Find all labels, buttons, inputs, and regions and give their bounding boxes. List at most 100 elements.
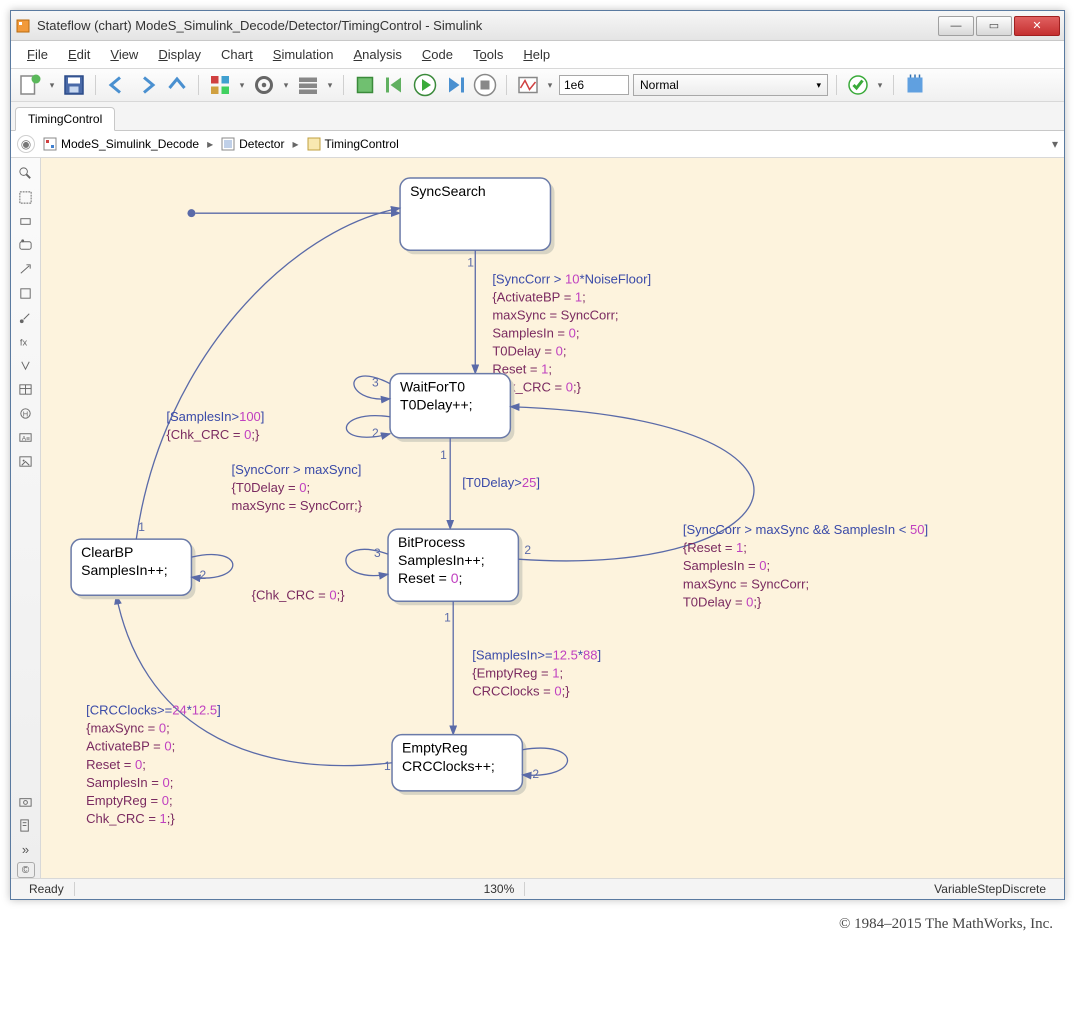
state-tool-icon[interactable] xyxy=(14,234,38,256)
screenshot-tool-icon[interactable] xyxy=(14,790,38,812)
menu-help[interactable]: Help xyxy=(515,45,558,64)
new-dropdown[interactable]: ▾ xyxy=(47,80,57,91)
state-waitfort0-label: WaitForT0 xyxy=(400,379,465,395)
app-window: Stateflow (chart) ModeS_Simulink_Decode/… xyxy=(10,10,1065,900)
explorer-button[interactable] xyxy=(295,73,321,97)
trans-wait-bit: [T0Delay>25] xyxy=(462,475,540,490)
svg-text:fx: fx xyxy=(20,337,28,347)
truth-tool-icon[interactable] xyxy=(14,354,38,376)
window-title: Stateflow (chart) ModeS_Simulink_Decode/… xyxy=(37,18,938,33)
trans-sync-wait: [SyncCorr > 10*NoiseFloor] {ActivateBP =… xyxy=(492,271,654,394)
menu-tools[interactable]: Tools xyxy=(465,45,511,64)
func-tool-icon[interactable]: fx xyxy=(14,330,38,352)
nav-back-button[interactable] xyxy=(104,73,130,97)
menu-simulation[interactable]: Simulation xyxy=(265,45,342,64)
crumb-root-label: ModeS_Simulink_Decode xyxy=(61,137,199,151)
menu-file[interactable]: File xyxy=(19,45,56,64)
copyright-tool-icon[interactable]: © xyxy=(17,862,35,878)
debug-button[interactable] xyxy=(902,73,928,97)
library-button[interactable] xyxy=(207,73,233,97)
report-tool-icon[interactable] xyxy=(14,814,38,836)
trans-empty-clear: [CRCClocks>=24*12.5] {maxSync = 0; Activ… xyxy=(86,703,224,826)
scope-button[interactable] xyxy=(515,73,541,97)
crumb-menu-button[interactable]: ▾ xyxy=(1052,137,1058,151)
build-button[interactable] xyxy=(352,73,378,97)
fit-tool-icon[interactable] xyxy=(14,186,38,208)
close-button[interactable]: ✕ xyxy=(1014,16,1060,36)
history-tool-icon[interactable]: H xyxy=(14,402,38,424)
menu-code[interactable]: Code xyxy=(414,45,461,64)
sim-mode-label: Normal xyxy=(640,78,679,92)
config-dropdown[interactable]: ▾ xyxy=(281,80,291,91)
sim-mode-select[interactable]: Normal▾ xyxy=(633,74,828,96)
zoom-tool-icon[interactable] xyxy=(14,162,38,184)
trans-bit-self3: {Chk_CRC = 0;} xyxy=(252,587,346,602)
trans-tool-icon[interactable] xyxy=(14,258,38,280)
menu-chart[interactable]: Chart xyxy=(213,45,261,64)
tool-palette: fx H A≡ » © xyxy=(11,158,41,878)
minimize-button[interactable]: — xyxy=(938,16,974,36)
nav-fwd-button[interactable] xyxy=(134,73,160,97)
menu-view[interactable]: View xyxy=(102,45,146,64)
menu-display[interactable]: Display xyxy=(150,45,209,64)
step-back-btn[interactable] xyxy=(382,73,408,97)
save-button[interactable] xyxy=(61,73,87,97)
svg-text:1: 1 xyxy=(138,520,145,534)
state-bitprocess-label: BitProcess xyxy=(398,534,465,550)
image-tool-icon[interactable] xyxy=(14,450,38,472)
menu-edit[interactable]: Edit xyxy=(60,45,98,64)
chart-canvas[interactable]: SyncSearch 1 [SyncCorr > 10*NoiseFloor] … xyxy=(41,158,1064,878)
copyright-text: © 1984–2015 The MathWorks, Inc. xyxy=(0,910,1083,933)
trans-bit-wait: [SyncCorr > maxSync && SamplesIn < 50] {… xyxy=(683,522,932,609)
scope-dropdown[interactable]: ▾ xyxy=(545,80,555,91)
crumb-root[interactable]: ModeS_Simulink_Decode xyxy=(39,136,203,152)
box-tool-icon[interactable] xyxy=(14,282,38,304)
table-tool-icon[interactable] xyxy=(14,378,38,400)
svg-text:1: 1 xyxy=(384,759,391,773)
config-button[interactable] xyxy=(251,73,277,97)
svg-text:2: 2 xyxy=(372,426,379,440)
subsystem-icon xyxy=(221,137,235,151)
maximize-button[interactable]: ▭ xyxy=(976,16,1012,36)
work-area: fx H A≡ » © xyxy=(11,158,1064,878)
check-dropdown[interactable]: ▾ xyxy=(875,80,885,91)
stop-time-input[interactable] xyxy=(559,75,629,95)
junction-tool-icon[interactable] xyxy=(14,306,38,328)
annot-tool-icon[interactable]: A≡ xyxy=(14,426,38,448)
svg-text:H: H xyxy=(23,409,28,418)
breadcrumb-bar: ◉ ModeS_Simulink_Decode ▸ Detector ▸ Tim… xyxy=(11,131,1064,158)
state-clearbp-action: SamplesIn++; xyxy=(81,562,168,578)
run-button[interactable] xyxy=(412,73,438,97)
tab-timingcontrol[interactable]: TimingControl xyxy=(15,107,115,131)
state-emptyreg-action: CRCClocks++; xyxy=(402,758,495,774)
trans-wait-self2: [SyncCorr > maxSync] {T0Delay = 0; maxSy… xyxy=(232,462,365,513)
status-ready: Ready xyxy=(19,882,75,896)
svg-text:3: 3 xyxy=(374,546,381,560)
expand-tool-icon[interactable]: » xyxy=(14,838,38,860)
status-zoom: 130% xyxy=(474,882,526,896)
library-dropdown[interactable]: ▾ xyxy=(237,80,247,91)
trans-bit-empty: [SamplesIn>=12.5*88] {EmptyReg = 1; CRCC… xyxy=(472,647,604,698)
stop-button[interactable] xyxy=(472,73,498,97)
main-toolbar: ▾ ▾ ▾ ▾ ▾ Normal▾ ▾ xyxy=(11,69,1064,102)
crumb-sep-icon: ▸ xyxy=(292,137,298,151)
crumb-detector-label: Detector xyxy=(239,137,284,151)
menu-bar: File Edit View Display Chart Simulation … xyxy=(11,41,1064,69)
crumb-timingcontrol[interactable]: TimingControl xyxy=(303,136,403,152)
svg-text:2: 2 xyxy=(532,767,539,781)
menu-analysis[interactable]: Analysis xyxy=(345,45,409,64)
editor-tabstrip: TimingControl xyxy=(11,102,1064,131)
check-button[interactable] xyxy=(845,73,871,97)
state-emptyreg-label: EmptyReg xyxy=(402,740,468,756)
svg-text:3: 3 xyxy=(372,376,379,390)
trans-clear-sync: [SamplesIn>100] {Chk_CRC = 0;} xyxy=(166,409,268,442)
nav-history-button[interactable]: ◉ xyxy=(17,135,35,153)
status-solver: VariableStepDiscrete xyxy=(924,882,1056,896)
explorer-dropdown[interactable]: ▾ xyxy=(325,80,335,91)
new-button[interactable] xyxy=(17,73,43,97)
crumb-detector[interactable]: Detector xyxy=(217,136,288,152)
rect-tool-icon[interactable] xyxy=(14,210,38,232)
svg-text:1: 1 xyxy=(444,610,451,624)
nav-up-button[interactable] xyxy=(164,73,190,97)
step-fwd-btn[interactable] xyxy=(442,73,468,97)
